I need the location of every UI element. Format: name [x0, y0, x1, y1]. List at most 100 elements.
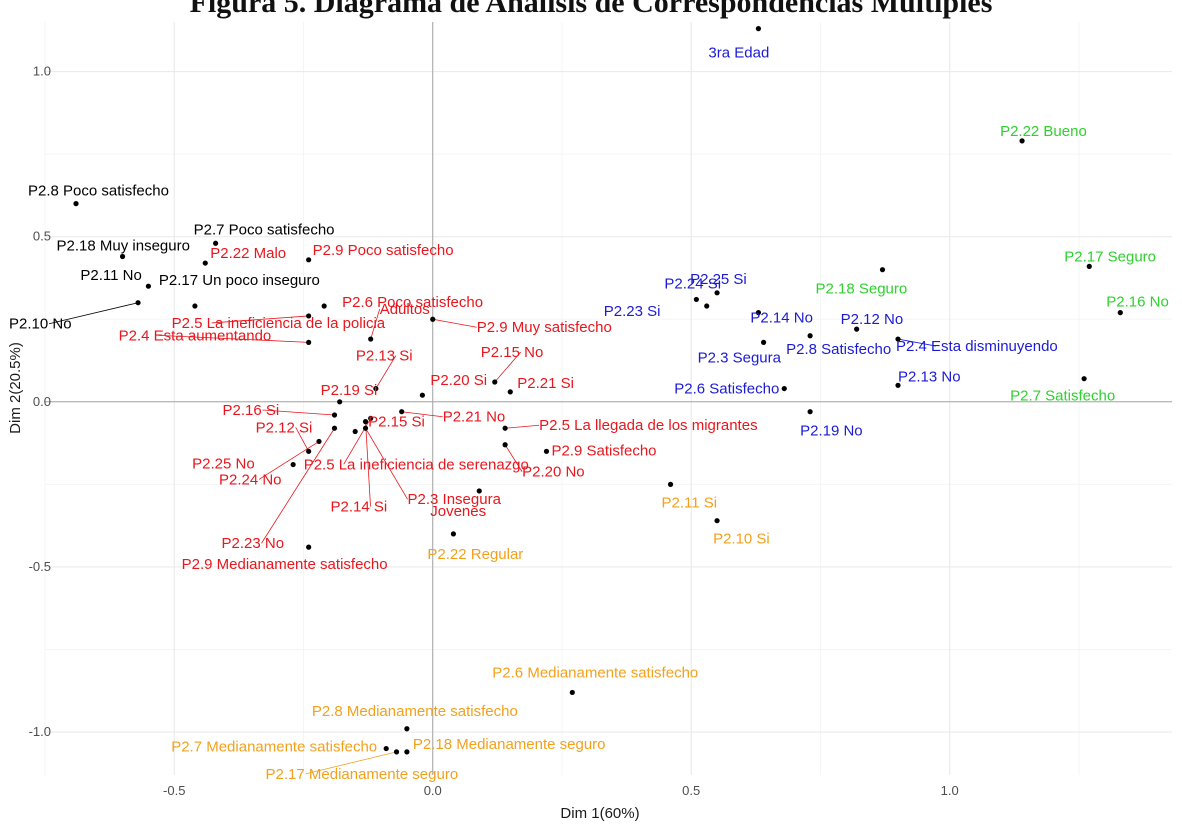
point-label: P2.25 Si [690, 271, 747, 288]
point-label: P2.18 Seguro [815, 281, 907, 298]
data-point [306, 448, 312, 454]
point-label: P2.9 Poco satisfecho [313, 242, 454, 259]
y-tick-label: 1.0 [33, 64, 51, 79]
point-label: P2.18 Muy inseguro [57, 237, 190, 254]
point-label: P2.20 No [522, 464, 585, 481]
leader-line [494, 351, 522, 383]
point-label: P2.8 Medianamente satisfecho [312, 703, 518, 720]
data-point [119, 253, 126, 260]
y-tick-label: -0.5 [29, 559, 51, 574]
point-label: P2.3 Segura [698, 349, 782, 366]
point-label: P2.18 Medianamente seguro [413, 736, 606, 753]
data-point [73, 201, 79, 207]
point-label: P2.3 Insegura [408, 491, 502, 508]
point-label: P2.14 No [750, 310, 813, 327]
data-point [419, 392, 425, 398]
leader-line [258, 441, 320, 480]
data-point [755, 310, 762, 316]
data-point [760, 339, 767, 345]
data-point [290, 461, 296, 468]
point-label: P2.9 Muy satisfecho [477, 319, 612, 336]
point-label: P2.17 Seguro [1064, 248, 1156, 265]
y-tick-label: -1.0 [29, 724, 51, 739]
leader-line [295, 427, 310, 452]
point-label: P2.23 No [222, 535, 285, 552]
point-label: P2.10 No [9, 316, 72, 333]
data-point [502, 425, 508, 431]
point-label: Jovenes [430, 503, 486, 520]
point-label: P2.5 La llegada de los migrantes [539, 417, 757, 434]
point-label: P2.7 Satisfecho [1010, 388, 1115, 405]
data-point [321, 303, 327, 309]
data-point [476, 488, 482, 494]
leader-line [505, 424, 540, 429]
point-label: P2.22 Bueno [1000, 123, 1087, 140]
point-label: P2.12 No [841, 311, 904, 328]
data-point [399, 409, 405, 415]
point-label: P2.11 No [80, 267, 141, 284]
data-point [569, 689, 575, 696]
data-point [306, 257, 312, 263]
point-label: P2.6 Medianamente satisfecho [492, 664, 698, 681]
point-label: P2.22 Malo [210, 245, 286, 262]
data-point [383, 745, 389, 752]
data-point [430, 316, 436, 322]
x-tick-label: 0.0 [424, 783, 442, 798]
point-label: P2.6 Satisfecho [674, 381, 779, 398]
data-point [404, 749, 410, 755]
data-point [502, 442, 508, 448]
data-point [316, 438, 322, 445]
point-label: P2.9 Medianamente satisfecho [182, 556, 388, 573]
point-label: P2.21 No [443, 409, 506, 426]
point-labels: P2.8 Poco satisfecho P2.7 Poco satisfecho… [9, 45, 1169, 783]
point-label: P2.5 La ineficiencia de la policia [172, 315, 386, 332]
data-point [1081, 376, 1087, 382]
point-label: P2.12 Si [256, 419, 313, 436]
data-point [507, 389, 513, 395]
data-point [1086, 263, 1092, 269]
data-point [202, 260, 208, 266]
data-point [331, 425, 338, 431]
data-point [368, 415, 374, 421]
leader-line [211, 315, 309, 324]
leader-line [401, 411, 443, 418]
axis-ticks: -0.5 0.0 0.5 1.0 -1.0 -0.5 0.0 0.5 1.0 [29, 64, 959, 798]
leader-line [158, 334, 309, 343]
point-label: Adultos [380, 301, 430, 318]
point-label: P2.13 No [898, 368, 961, 385]
data-point [693, 296, 699, 303]
point-label: P2.25 No [192, 456, 255, 473]
data-point [714, 290, 720, 296]
point-label: P2.8 Poco satisfecho [28, 183, 169, 200]
point-label: P2.6 Poco satisfecho [342, 294, 483, 311]
data-point [755, 26, 762, 32]
point-label: P2.11 Si [662, 494, 718, 511]
data-point [192, 303, 198, 309]
chart-title: Figura 5. Diagrama de Análisis de Corres… [190, 0, 993, 19]
point-label: P2.17 Medianamente seguro [266, 766, 459, 783]
data-point [306, 313, 312, 319]
point-label: P2.14 Si [331, 499, 388, 516]
x-tick-label: 1.0 [941, 783, 959, 798]
point-label: P2.16 Si [223, 402, 280, 419]
data-point [362, 419, 369, 425]
data-point [213, 240, 219, 246]
data-point [1019, 138, 1025, 144]
leader-line [262, 409, 335, 416]
data-point [543, 448, 550, 454]
data-point [807, 409, 813, 415]
data-point [135, 300, 141, 306]
data-point [781, 385, 787, 392]
point-label: P2.4 Esta aumentando [119, 327, 272, 344]
data-point [704, 303, 710, 309]
leader-line [48, 302, 139, 325]
point-label: P2.8 Satisfecho [786, 341, 891, 358]
leader-line [897, 338, 937, 347]
data-point [404, 726, 410, 732]
data-point [393, 749, 400, 755]
data-point [879, 267, 886, 273]
data-points [73, 26, 1123, 755]
point-label: P2.24 No [219, 471, 282, 488]
